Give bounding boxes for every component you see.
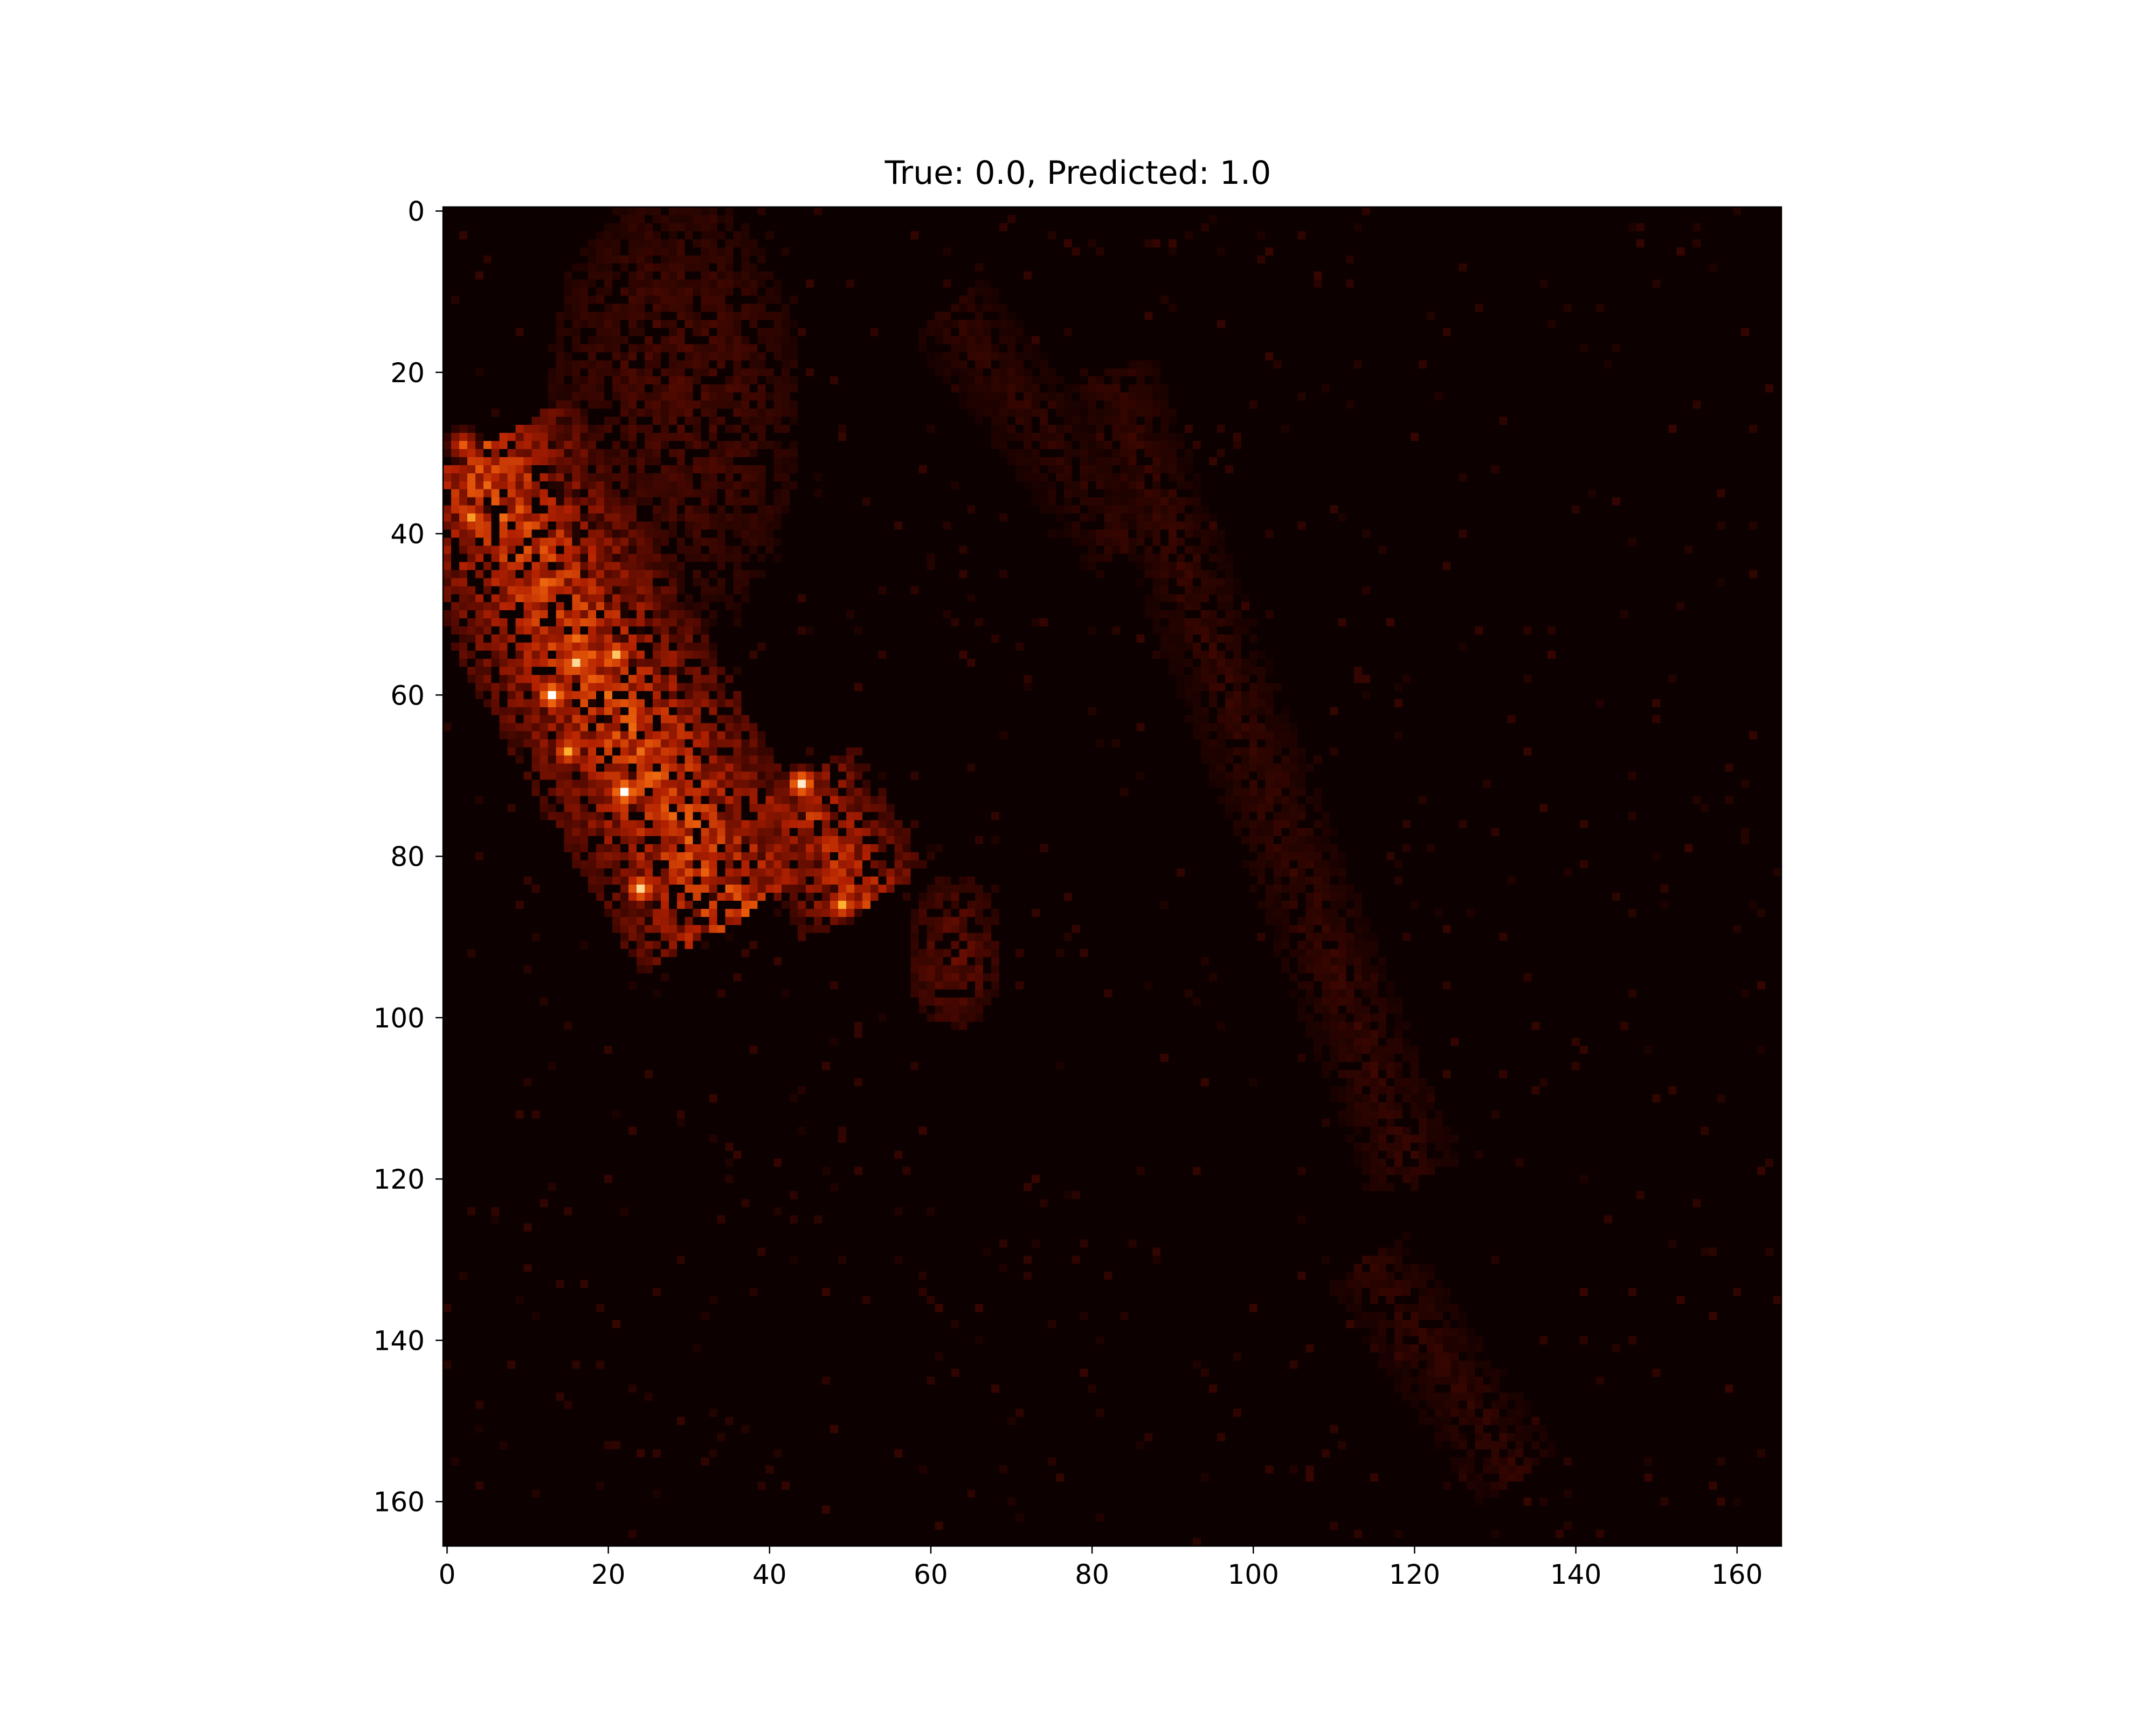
x-tick-label: 140 — [1550, 1559, 1601, 1590]
y-tick-label: 0 — [407, 196, 425, 227]
y-tick-label: 20 — [390, 357, 425, 389]
x-tick-label: 40 — [752, 1559, 787, 1590]
y-tick-label: 40 — [390, 519, 425, 550]
x-tick-label: 80 — [1075, 1559, 1109, 1590]
x-tick-label: 100 — [1228, 1559, 1279, 1590]
x-tick-label: 20 — [591, 1559, 626, 1590]
y-tick-label: 80 — [390, 841, 425, 873]
y-tick-label: 100 — [374, 1003, 425, 1034]
ticks-group: 0 20 40 60 80 100 120 140 160 0 20 40 60 80 100 120 140 1… — [374, 196, 1763, 1590]
x-tick-label: 0 — [439, 1559, 456, 1590]
x-tick-label: 120 — [1389, 1559, 1440, 1590]
heatmap-image — [443, 207, 1781, 1546]
chart-title: True: 0.0, Predicted: 1.0 — [884, 154, 1272, 192]
plot-frame — [442, 206, 1782, 1547]
y-tick-label: 60 — [390, 680, 425, 711]
x-tick-label: 160 — [1711, 1559, 1763, 1590]
y-tick-label: 140 — [374, 1325, 425, 1356]
y-tick-label: 120 — [374, 1164, 425, 1195]
y-tick-label: 160 — [374, 1487, 425, 1518]
x-tick-label: 60 — [914, 1559, 948, 1590]
